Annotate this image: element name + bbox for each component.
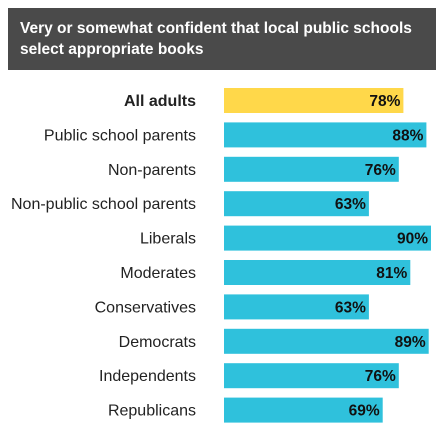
category-label-democrats: Democrats [119,334,196,351]
bar-non-public-school-parents [224,191,369,217]
bar-non-parents [224,156,399,182]
value-label-non-public-school-parents: 63% [335,196,366,213]
bar-republicans [224,397,383,423]
value-label-non-parents: 76% [365,162,396,179]
bar-moderates [224,260,411,285]
category-label-independents: Independents [99,368,196,385]
value-label-republicans: 69% [349,403,380,420]
category-label-non-parents: Non-parents [108,162,196,179]
bar-liberals [224,225,431,251]
chart-title: Very or somewhat confident that local pu… [20,20,412,58]
bar-independents [224,363,399,389]
category-label-republicans: Republicans [108,403,196,420]
category-label-public-school-parents: Public school parents [44,127,196,144]
category-label-liberals: Liberals [140,231,196,248]
category-label-moderates: Moderates [120,265,196,282]
value-label-independents: 76% [365,368,396,385]
value-label-public-school-parents: 88% [392,127,423,144]
bar-conservatives [224,294,369,320]
category-label-non-public-school-parents: Non-public school parents [11,196,196,213]
bar-public-school-parents [224,122,427,148]
value-label-liberals: 90% [397,231,428,248]
category-label-all-adults: All adults [124,93,196,110]
value-label-moderates: 81% [376,265,407,282]
bar-democrats [224,328,429,354]
value-label-conservatives: 63% [335,299,366,316]
bar-all-adults [224,88,404,113]
category-label-conservatives: Conservatives [95,299,196,316]
value-label-democrats: 89% [395,334,426,351]
title-banner: Very or somewhat confident that local pu… [8,8,436,70]
value-label-all-adults: 78% [369,93,400,110]
